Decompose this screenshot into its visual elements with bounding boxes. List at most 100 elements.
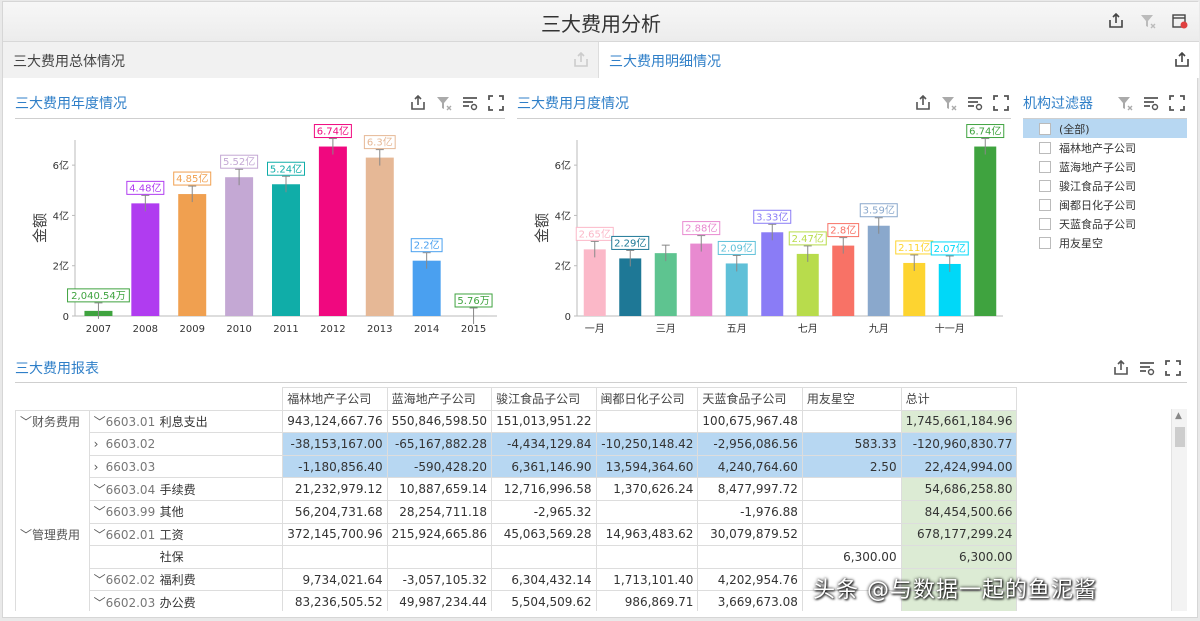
export-icon[interactable] — [572, 51, 590, 69]
table-row: ﹀6603.04 手续费 21,232,979.12 10,887,659.14 12,… — [15, 477, 1187, 501]
clear-filter-icon[interactable] — [1115, 94, 1135, 112]
yearly-bar-chart: 0 2亿 4亿 6亿 金额 2,040.54万 2007 4.48亿 2008 4.85亿 2009… — [15, 120, 505, 345]
value-cell: 9,734,021.64 — [282, 567, 388, 592]
drill-icon[interactable] — [965, 94, 985, 112]
collapse-icon[interactable]: ﹀ — [93, 527, 106, 542]
column-header[interactable]: 总计 — [900, 387, 1018, 411]
account-cell[interactable]: ﹀6603.99 其他 — [88, 499, 284, 524]
value-cell: 56,204,731.68 — [282, 499, 388, 524]
filter-checkbox[interactable] — [1039, 141, 1051, 154]
bar-九月[interactable] — [867, 225, 890, 316]
collapse-icon[interactable]: ﹀ — [93, 505, 106, 520]
bar-六月[interactable] — [761, 232, 784, 316]
drill-icon[interactable] — [1137, 359, 1157, 377]
filter-item[interactable]: 骏江食品子公司 — [1023, 176, 1187, 195]
export-icon[interactable] — [408, 94, 428, 112]
collapse-icon[interactable]: ﹀ — [93, 595, 106, 610]
value-cell — [595, 499, 699, 524]
data-label: 3.59亿 — [863, 204, 895, 217]
export-icon[interactable] — [913, 94, 933, 112]
column-header[interactable]: 福林地产子公司 — [282, 387, 388, 411]
bar-十月[interactable] — [903, 262, 926, 316]
column-header[interactable]: 闽都日化子公司 — [595, 387, 699, 411]
filter-item[interactable]: (全部) — [1023, 119, 1187, 138]
collapse-icon[interactable]: ﹀ — [93, 573, 106, 588]
data-label: 5.52亿 — [223, 155, 255, 168]
filter-item[interactable]: 蓝海地产子公司 — [1023, 157, 1187, 176]
bar-2014[interactable] — [412, 260, 441, 316]
fullscreen-icon[interactable] — [991, 94, 1011, 112]
column-header[interactable]: 蓝海地产子公司 — [386, 387, 493, 411]
account-cell[interactable]: ﹀6603.04 手续费 — [88, 477, 284, 501]
filter-item[interactable]: 用友星空 — [1023, 233, 1187, 252]
settings-icon[interactable] — [1171, 12, 1189, 30]
collapse-icon[interactable]: ﹀ — [93, 414, 106, 429]
export-icon[interactable] — [1107, 12, 1125, 30]
expand-icon[interactable]: › — [93, 459, 99, 474]
total-cell — [900, 590, 1018, 611]
bar-2010[interactable] — [225, 177, 254, 316]
bar-十二月[interactable] — [974, 146, 997, 316]
data-label: 4.48亿 — [129, 181, 161, 194]
bar-十一月[interactable] — [938, 263, 961, 316]
filter-checkbox[interactable] — [1039, 122, 1051, 135]
bar-七月[interactable] — [796, 253, 819, 316]
account-cell[interactable]: 社保 — [88, 545, 284, 569]
clear-filter-icon[interactable] — [939, 94, 959, 112]
bar-2013[interactable] — [365, 157, 394, 316]
fullscreen-icon[interactable] — [1163, 359, 1183, 377]
tab-detail[interactable]: 三大费用明细情况 — [599, 42, 1199, 78]
account-cell[interactable]: › 6603.03 — [88, 454, 284, 479]
filter-checkbox[interactable] — [1039, 217, 1051, 230]
fullscreen-icon[interactable] — [486, 94, 506, 112]
bar-五月[interactable] — [725, 263, 748, 316]
account-cell[interactable]: ﹀6602.01 工资 — [88, 522, 284, 547]
bar-二月[interactable] — [619, 258, 642, 316]
filter-checkbox[interactable] — [1039, 160, 1051, 173]
bar-八月[interactable] — [832, 245, 855, 316]
value-cell — [697, 545, 803, 569]
filter-checkbox[interactable] — [1039, 198, 1051, 211]
expense-report-table: 福林地产子公司 蓝海地产子公司 骏江食品子公司 闽都日化子公司 天蓝食品子公司 用友星空总… — [15, 387, 1187, 611]
bar-2009[interactable] — [178, 194, 207, 316]
clear-filter-icon[interactable] — [1139, 12, 1157, 30]
column-header[interactable]: 骏江食品子公司 — [491, 387, 597, 411]
bar-四月[interactable] — [690, 243, 713, 316]
report-scrollbar[interactable]: ▲ — [1171, 409, 1187, 611]
bar-2012[interactable] — [318, 146, 347, 316]
export-icon[interactable] — [1173, 51, 1191, 69]
filter-checkbox[interactable] — [1039, 236, 1051, 249]
bar-2011[interactable] — [272, 184, 300, 316]
filter-item[interactable]: 闽都日化子公司 — [1023, 195, 1187, 214]
filter-item-label: 蓝海地产子公司 — [1059, 160, 1136, 174]
y-tick-label: 2亿 — [555, 260, 571, 273]
drill-icon[interactable] — [460, 94, 480, 112]
expand-icon[interactable]: › — [93, 436, 99, 451]
bar-三月[interactable] — [654, 253, 677, 316]
fullscreen-icon[interactable] — [1167, 94, 1187, 112]
export-icon[interactable] — [1111, 359, 1131, 377]
scroll-thumb[interactable] — [1175, 427, 1185, 447]
collapse-icon[interactable]: ﹀ — [20, 527, 33, 542]
drill-icon[interactable] — [1141, 94, 1161, 112]
scroll-up-icon[interactable]: ▲ — [1175, 411, 1182, 421]
data-label-box — [313, 124, 352, 139]
tab-strip: 三大费用总体情况 三大费用明细情况 — [3, 42, 1199, 78]
filter-item[interactable]: 天蓝食品子公司 — [1023, 214, 1187, 233]
collapse-icon[interactable]: ﹀ — [93, 482, 106, 497]
value-cell — [282, 545, 388, 569]
bar-一月[interactable] — [583, 249, 606, 316]
account-cell[interactable]: ﹀6602.02 福利费 — [88, 567, 284, 592]
account-cell[interactable]: ﹀6602.03 办公费 — [88, 590, 284, 611]
x-tick-label: 一月 — [585, 323, 605, 335]
collapse-icon[interactable]: ﹀ — [20, 415, 33, 430]
account-cell[interactable]: ﹀6603.01 利息支出 — [88, 409, 284, 434]
column-header[interactable]: 天蓝食品子公司 — [697, 387, 803, 411]
tab-overview[interactable]: 三大费用总体情况 — [3, 42, 599, 78]
bar-2008[interactable] — [131, 203, 160, 316]
column-header[interactable]: 用友星空 — [801, 387, 902, 411]
clear-filter-icon[interactable] — [434, 94, 454, 112]
filter-item[interactable]: 福林地产子公司 — [1023, 138, 1187, 157]
account-cell[interactable]: › 6603.02 — [88, 432, 284, 456]
filter-checkbox[interactable] — [1039, 179, 1051, 192]
